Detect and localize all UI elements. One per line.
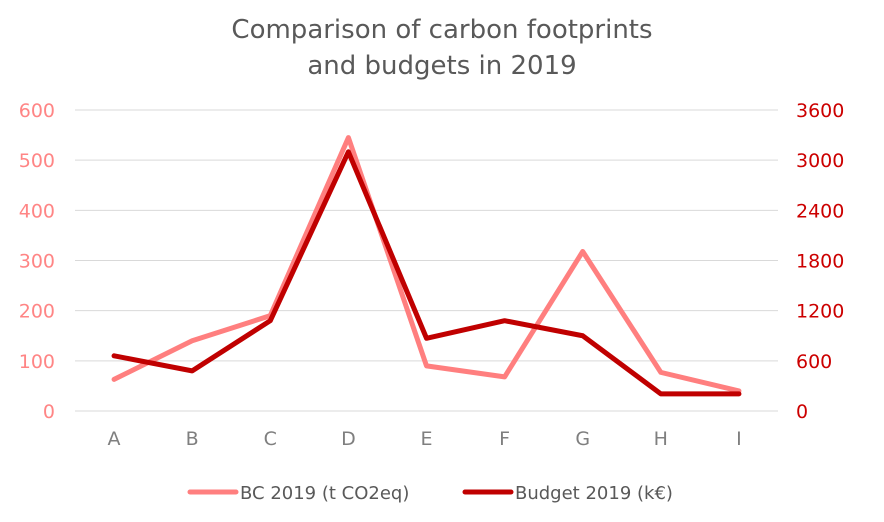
- y-right-tick-label: 0: [796, 401, 808, 423]
- chart-title: Comparison of carbon footprints and budg…: [0, 12, 884, 84]
- x-tick-label: A: [108, 428, 121, 450]
- x-tick-label: B: [186, 428, 199, 450]
- y-left-tick-label: 400: [19, 200, 55, 222]
- series-line-1: [111, 135, 742, 394]
- y-left-tick-label: 0: [43, 401, 55, 423]
- y-left-tick-label: 200: [19, 301, 55, 323]
- series-line-2: [111, 149, 742, 397]
- y-right-tick-label: 600: [796, 351, 832, 373]
- legend-label: Budget 2019 (k€): [515, 483, 673, 504]
- y-left-tick-label: 100: [19, 351, 55, 373]
- x-tick-label: C: [264, 428, 277, 450]
- x-tick-label: I: [736, 428, 742, 450]
- y-right-tick-label: 3600: [796, 100, 844, 122]
- y-right-tick-label: 3000: [796, 150, 844, 172]
- legend-label: BC 2019 (t CO2eq): [240, 483, 409, 504]
- chart-title-line-2: and budgets in 2019: [307, 51, 577, 81]
- y-left-tick-label: 500: [19, 150, 55, 172]
- y-right-tick-label: 1800: [796, 251, 844, 273]
- y-right-tick-label: 2400: [796, 200, 844, 222]
- x-tick-label: H: [654, 428, 668, 450]
- y-left-tick-label: 600: [19, 100, 55, 122]
- x-tick-label: G: [575, 428, 590, 450]
- chart-title-line-1: Comparison of carbon footprints: [231, 15, 653, 45]
- y-left-tick-label: 300: [19, 251, 55, 273]
- x-tick-label: F: [499, 428, 510, 450]
- y-right-tick-label: 1200: [796, 301, 844, 323]
- x-tick-label: D: [341, 428, 356, 450]
- x-tick-label: E: [420, 428, 432, 450]
